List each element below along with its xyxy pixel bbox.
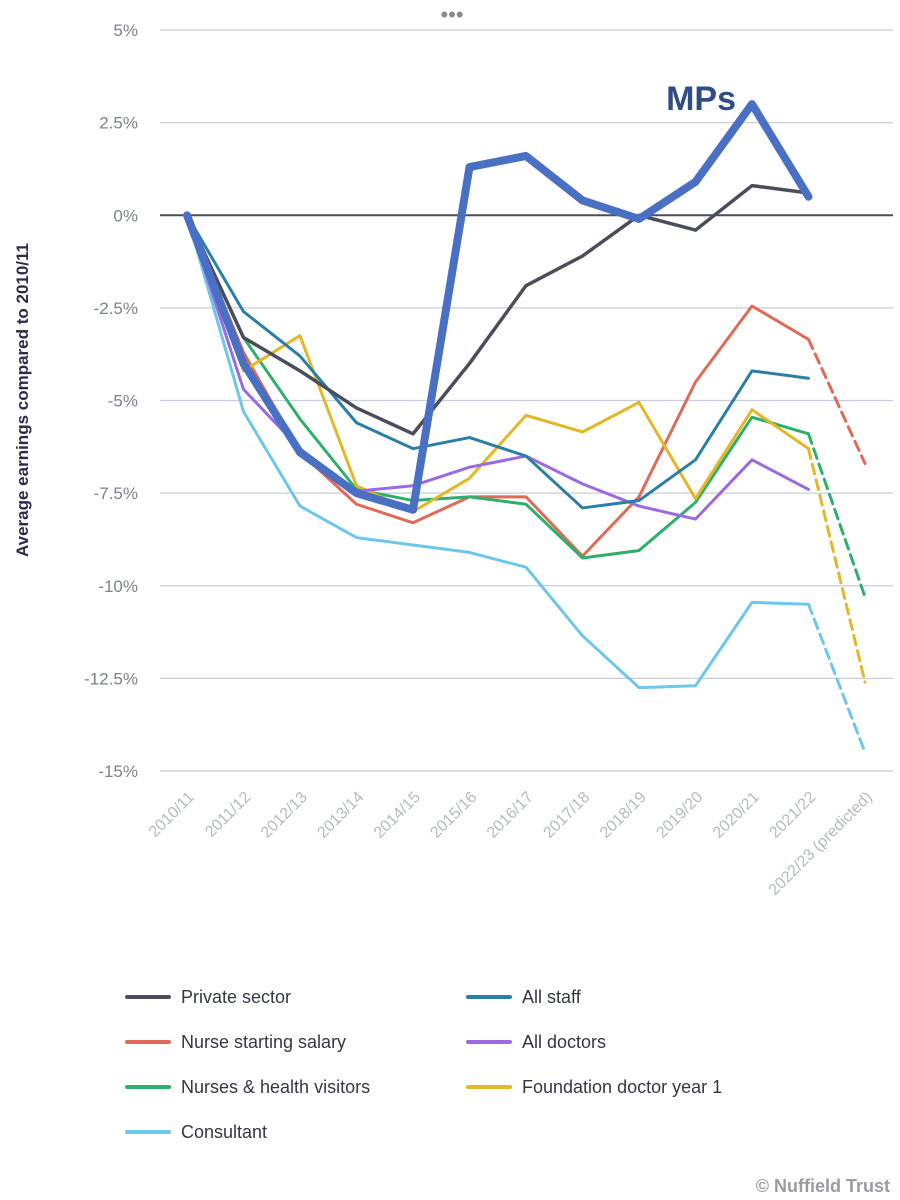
legend: Private sector All staff Nurse starting sa…	[125, 987, 722, 1142]
series-predicted-line	[807, 432, 867, 599]
series-line	[185, 213, 810, 510]
x-tick-label: 2011/12	[202, 789, 254, 841]
y-tick-label: -2.5%	[94, 299, 138, 318]
legend-label: Nurses & health visitors	[181, 1077, 370, 1097]
x-tick-labels: 2010/11 2011/12 2012/13 2013/14 2014/15 2015/…	[146, 789, 876, 899]
legend-label: Consultant	[181, 1122, 267, 1142]
series-line	[185, 213, 810, 514]
y-tick-label: 2.5%	[99, 114, 138, 133]
y-axis-label: Average earnings compared to 2010/11	[13, 243, 32, 557]
y-tick-label: -12.5%	[84, 669, 138, 688]
x-tick-label: 2020/21	[710, 789, 763, 842]
more-options-dots[interactable]: •••	[440, 2, 463, 27]
y-tick-labels: 5% 2.5% 0% -2.5% -5% -7.5% -10% -12.5% -15%	[84, 21, 138, 781]
x-tick-label: 2015/16	[427, 789, 480, 842]
series-predicted-line	[807, 602, 867, 754]
series-predicted-line	[807, 337, 867, 465]
x-tick-label: 2016/17	[484, 789, 537, 842]
series-line	[185, 213, 810, 560]
x-tick-label: 2013/14	[314, 789, 367, 842]
x-tick-label: 2019/20	[653, 789, 706, 842]
legend-label: Private sector	[181, 987, 291, 1007]
grid	[160, 29, 893, 772]
x-tick-label: 2018/19	[597, 789, 650, 842]
y-tick-label: 5%	[113, 21, 138, 40]
x-tick-label: 2022/23 (predicted)	[766, 789, 876, 899]
legend-label: Foundation doctor year 1	[522, 1077, 722, 1097]
credit-text: © Nuffield Trust	[756, 1176, 890, 1196]
series-lines	[183, 100, 867, 754]
mps-annotation: MPs	[666, 80, 736, 118]
x-tick-label: 2010/11	[146, 789, 198, 841]
series-line	[185, 183, 811, 436]
series-line	[185, 213, 810, 558]
legend-label: Nurse starting salary	[181, 1032, 346, 1052]
x-tick-label: 2021/22	[766, 789, 819, 842]
legend-label: All staff	[522, 987, 582, 1007]
legend-label: All doctors	[522, 1032, 606, 1052]
y-tick-label: -15%	[98, 762, 138, 781]
y-tick-label: -5%	[108, 392, 138, 411]
x-tick-label: 2017/18	[540, 789, 593, 842]
series-line	[183, 100, 813, 514]
x-tick-label: 2012/13	[258, 789, 311, 842]
series-line	[185, 213, 810, 690]
y-tick-label: -10%	[98, 577, 138, 596]
series-predicted-line	[807, 447, 867, 684]
y-tick-label: 0%	[113, 206, 138, 225]
y-tick-label: -7.5%	[94, 484, 138, 503]
x-tick-label: 2014/15	[371, 789, 424, 842]
